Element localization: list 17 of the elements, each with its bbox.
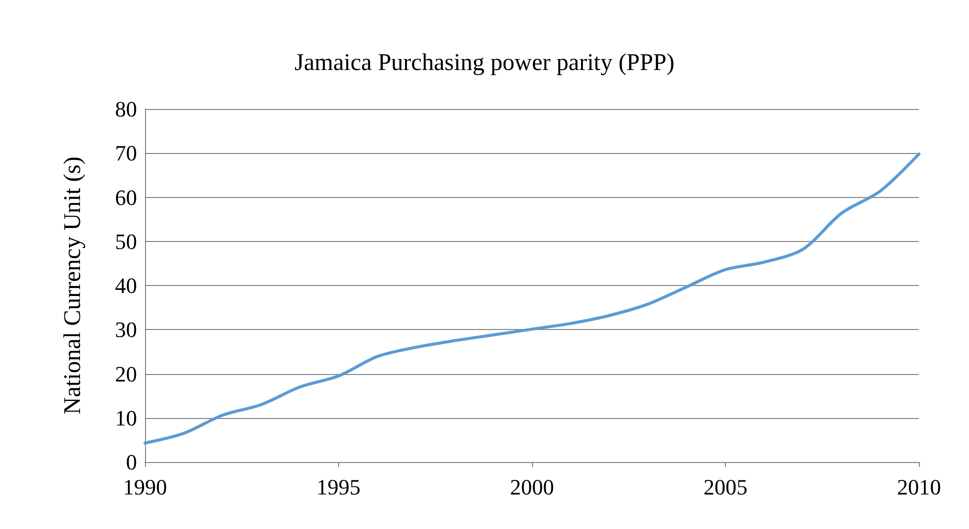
x-tick-label: 1995 [316, 474, 360, 500]
y-tick-label: 40 [115, 273, 137, 298]
x-tick-label: 1990 [123, 474, 167, 500]
y-tick-label: 70 [115, 140, 137, 166]
x-tick-label: 2000 [510, 474, 554, 500]
y-tick-label: 20 [115, 361, 137, 386]
y-tick-label: 50 [115, 228, 137, 254]
y-tick-label: 30 [115, 317, 137, 342]
chart-title: Jamaica Purchasing power parity (PPP) [294, 50, 674, 76]
line-series [144, 152, 920, 445]
y-tick-label: 0 [126, 450, 137, 474]
y-axis-title: National Currency Unit (s) [60, 156, 86, 414]
y-tick-label: 60 [115, 184, 137, 210]
x-tick-label: 2010 [897, 474, 941, 500]
y-tick-label: 10 [115, 405, 137, 430]
y-tick-label: 80 [115, 96, 137, 122]
x-tick-label: 2005 [704, 474, 748, 500]
